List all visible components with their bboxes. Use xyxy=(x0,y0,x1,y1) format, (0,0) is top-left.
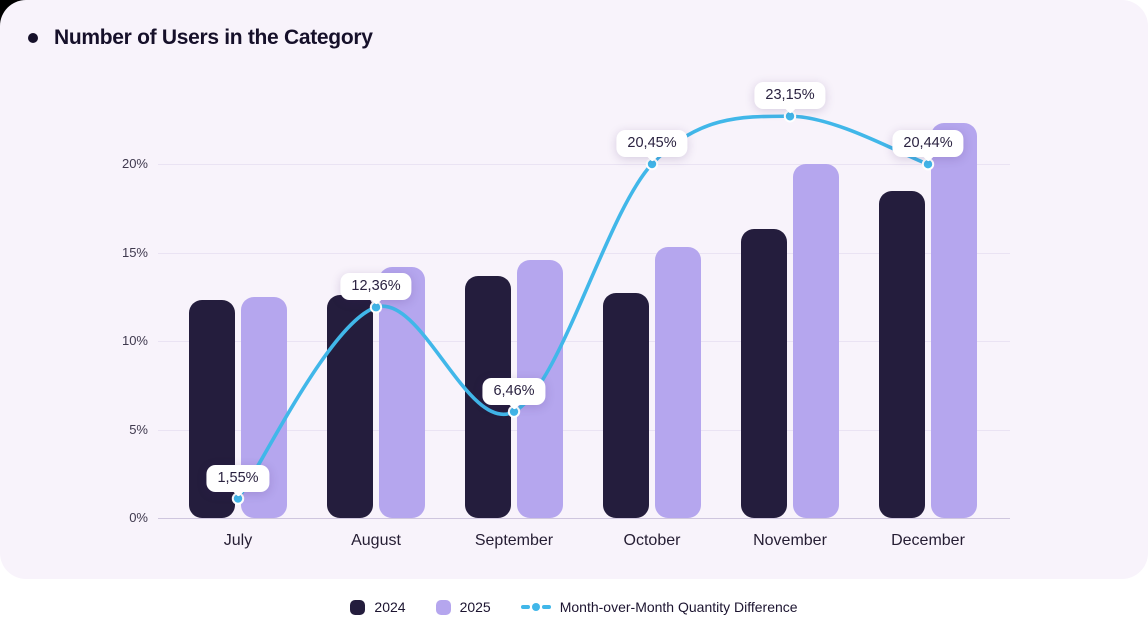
legend-label-difference: Month-over-Month Quantity Difference xyxy=(559,599,798,615)
x-axis-label-october: October xyxy=(623,532,681,549)
difference-line xyxy=(236,114,930,501)
y-axis-tick-15: 15% xyxy=(121,244,148,260)
x-axis-label-july: July xyxy=(223,532,253,549)
x-axis-label-november: November xyxy=(753,532,827,549)
bar-2025-december[interactable] xyxy=(931,123,977,518)
legend-item-2024[interactable]: 2024 xyxy=(350,599,406,615)
y-axis-tick-0: 0% xyxy=(129,510,148,525)
bar-2025-october[interactable] xyxy=(655,247,701,518)
bullet-icon xyxy=(28,33,38,43)
point-label-august: 12,36% xyxy=(340,273,412,301)
bar-2025-august[interactable] xyxy=(379,266,425,518)
bar-2024-november[interactable] xyxy=(741,229,787,518)
bar-2024-december[interactable] xyxy=(879,190,925,518)
bar-2024-august[interactable] xyxy=(327,294,373,518)
y-axis-tick-20: 20% xyxy=(121,156,148,171)
dashed-line-icon xyxy=(520,603,551,611)
point-label-october: 20,45% xyxy=(616,130,688,158)
legend-item-2025[interactable]: 2025 xyxy=(435,599,491,615)
chart-title: Number of Users in the Category xyxy=(54,26,373,49)
legend-label-2025: 2025 xyxy=(459,599,491,615)
bar-2025-november[interactable] xyxy=(793,164,839,518)
legend-swatch-2025 xyxy=(435,599,451,615)
point-label-november: 23,15% xyxy=(754,82,826,110)
gridline-15 xyxy=(158,252,1010,254)
legend-item-difference-line[interactable]: Month-over-Month Quantity Difference xyxy=(520,599,798,615)
chart-header: Number of Users in the Category xyxy=(28,26,373,50)
gridline-10 xyxy=(158,341,1010,342)
y-axis-tick-10: 10% xyxy=(121,333,148,348)
difference-line-layer xyxy=(231,110,935,505)
legend-swatch-2024 xyxy=(350,599,366,615)
legend-label-2024: 2024 xyxy=(374,599,406,615)
point-label-july: 1,55% xyxy=(206,464,270,492)
y-axis-tick-5: 5% xyxy=(129,421,148,437)
point-label-december: 20,44% xyxy=(892,130,964,158)
gridline-20 xyxy=(158,164,1010,165)
gridline-0 xyxy=(158,518,1010,519)
bar-2024-october[interactable] xyxy=(603,293,649,518)
x-axis-label-august: August xyxy=(351,532,401,549)
chart-card: Number of Users in the Category 0% 5% 10% 1… xyxy=(0,0,1148,579)
x-axis-label-september: September xyxy=(474,532,554,549)
point-label-september: 6,46% xyxy=(482,377,546,405)
chart-legend: 2024 2025 Month-over-Month Quantity Diff… xyxy=(0,579,1148,623)
gridline-5 xyxy=(158,429,1010,431)
x-axis-label-december: December xyxy=(891,532,965,549)
